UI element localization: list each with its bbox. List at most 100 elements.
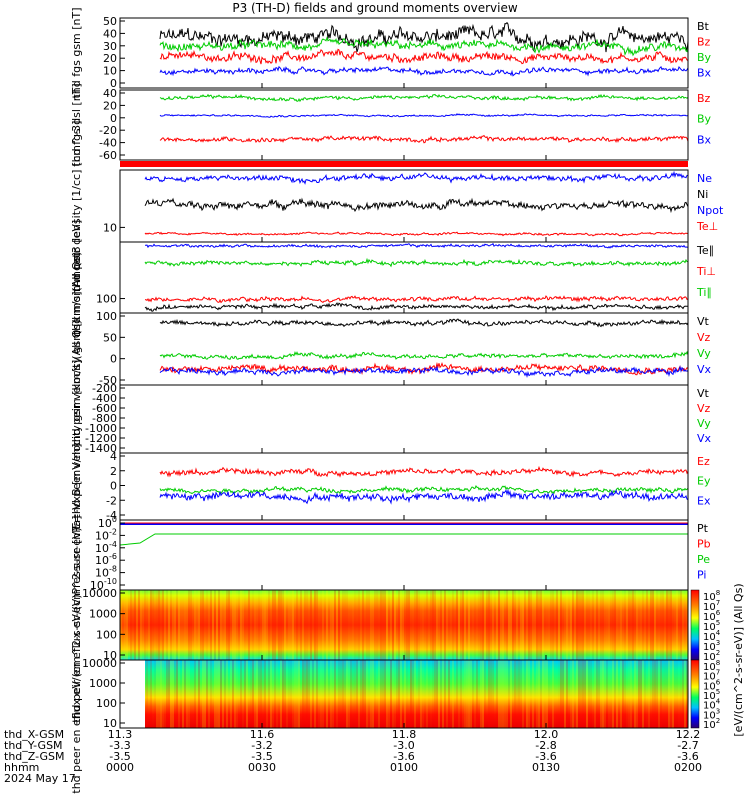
spectrogram-texture bbox=[260, 660, 262, 728]
spectrogram-texture bbox=[208, 590, 210, 660]
spectrogram-texture bbox=[424, 590, 426, 660]
spectrogram-texture bbox=[146, 660, 148, 728]
legend-label-Pb: Pb bbox=[697, 538, 711, 551]
spectrogram-texture bbox=[558, 590, 560, 660]
y-axis-label: thd peir density [1/cc] [cm^-3] bbox=[70, 121, 83, 292]
spectrogram-texture bbox=[570, 660, 572, 728]
spectrogram-texture bbox=[592, 590, 594, 660]
spectrogram-texture bbox=[498, 590, 500, 660]
spectrogram-texture bbox=[358, 660, 360, 728]
spectrogram-texture bbox=[618, 660, 620, 728]
spectrogram-texture bbox=[566, 590, 568, 660]
legend-label-By: By bbox=[697, 51, 712, 64]
panel-5: 100 50 0 -50 thd peir velocity gsm [km/s](Al… bbox=[70, 251, 712, 446]
colorbar-tick-label: 103 bbox=[703, 639, 720, 653]
spectrogram-texture bbox=[270, 590, 272, 660]
spectrogram-texture bbox=[626, 590, 628, 660]
spectrogram-texture bbox=[142, 590, 144, 660]
spectrogram-texture bbox=[666, 660, 668, 728]
spectrogram-texture bbox=[226, 660, 228, 728]
spectrogram bbox=[120, 590, 688, 660]
spectrogram-texture bbox=[358, 590, 360, 660]
spectrogram-texture bbox=[494, 590, 496, 660]
spectrogram-texture bbox=[458, 660, 460, 728]
spectrogram-texture bbox=[664, 660, 666, 728]
spectrogram-texture bbox=[160, 660, 162, 728]
spectrogram-texture bbox=[586, 660, 588, 728]
spectrogram-texture bbox=[126, 590, 128, 660]
legend-label-Pe: Pe bbox=[697, 553, 710, 566]
spectrogram-texture bbox=[552, 660, 554, 728]
spectrogram-texture bbox=[212, 590, 214, 660]
spectrogram-texture bbox=[348, 590, 350, 660]
spectrogram-texture bbox=[442, 660, 444, 728]
footer-tick-value: 12.2 bbox=[675, 728, 701, 741]
spectrogram-texture bbox=[370, 660, 372, 728]
legend-label-Vt: Vt bbox=[697, 387, 710, 400]
spectrogram-texture bbox=[224, 590, 226, 660]
colorbar-label: [eV/(cm^2-s-sr-eV)] (All Qs) bbox=[732, 583, 745, 736]
spectrogram-texture bbox=[370, 590, 372, 660]
spectrogram-texture bbox=[238, 590, 240, 660]
spectrogram-texture bbox=[594, 590, 596, 660]
temperature-trace bbox=[144, 295, 689, 304]
spectrogram-texture bbox=[264, 590, 266, 660]
spectrogram-texture bbox=[330, 590, 332, 660]
density-trace bbox=[144, 231, 689, 237]
spectrogram-texture bbox=[684, 590, 686, 660]
spectrogram-texture bbox=[616, 660, 618, 728]
spectrogram-texture bbox=[654, 590, 656, 660]
spectrogram-texture bbox=[138, 590, 140, 660]
spectrogram-texture bbox=[168, 590, 170, 660]
spectrogram-texture bbox=[486, 660, 488, 728]
spectrogram-texture bbox=[508, 660, 510, 728]
spectrogram-texture bbox=[134, 590, 136, 660]
spectrogram-texture bbox=[172, 590, 174, 660]
footer-row-label: thd_Y-GSM bbox=[4, 739, 63, 752]
spectrogram-texture bbox=[540, 660, 542, 728]
spectrogram-texture bbox=[426, 590, 428, 660]
spectrogram-texture bbox=[480, 660, 482, 728]
panel-9: 10000 1000 100 10 thd peir en eflux eV/(cm^2… bbox=[70, 527, 689, 723]
colorbar-tick-label: 102 bbox=[703, 649, 720, 663]
spectrogram-texture bbox=[244, 660, 246, 728]
spectrogram-texture bbox=[518, 590, 520, 660]
colorbar-tick-label: 103 bbox=[703, 707, 720, 721]
spectrogram-texture bbox=[648, 660, 650, 728]
footer-tick-value: 11.3 bbox=[107, 728, 133, 741]
spectrogram-texture bbox=[638, 590, 640, 660]
spectrogram-texture bbox=[606, 660, 608, 728]
spectrogram-texture bbox=[452, 590, 454, 660]
spectrogram-texture bbox=[496, 590, 498, 660]
spectrogram-texture bbox=[600, 660, 602, 728]
spectrogram-texture bbox=[540, 590, 542, 660]
spectrogram-texture bbox=[664, 590, 666, 660]
spectrogram-texture bbox=[608, 590, 610, 660]
colorbar-tick-label: 107 bbox=[703, 669, 720, 683]
panel-frame bbox=[119, 519, 689, 591]
spectrogram-texture bbox=[644, 660, 646, 728]
spectrogram-texture bbox=[164, 660, 166, 728]
spectrogram-texture bbox=[250, 660, 252, 728]
spectrogram-texture bbox=[182, 660, 184, 728]
spectrogram-texture bbox=[280, 660, 282, 728]
spectrogram-texture bbox=[310, 660, 312, 728]
spectrogram-texture bbox=[198, 660, 200, 728]
spectrogram-texture bbox=[162, 590, 164, 660]
spectrogram-texture bbox=[534, 590, 536, 660]
spectrogram-texture bbox=[500, 590, 502, 660]
spectrogram-texture bbox=[218, 590, 220, 660]
spectrogram-texture bbox=[644, 590, 646, 660]
spectrogram-texture bbox=[420, 660, 422, 728]
y-tick-label: 40 bbox=[103, 87, 117, 100]
spectrogram-texture bbox=[326, 660, 328, 728]
y-tick-label: 100 bbox=[98, 515, 117, 530]
spectrogram-texture bbox=[282, 590, 284, 660]
spectrogram-texture bbox=[288, 660, 290, 728]
spectrogram-texture bbox=[596, 590, 598, 660]
y-tick-label: -400 bbox=[92, 392, 117, 405]
spectrogram-texture bbox=[636, 660, 638, 728]
spectrogram-texture bbox=[642, 660, 644, 728]
colorbar-tick-label: 108 bbox=[703, 589, 720, 603]
spectrogram-texture bbox=[394, 660, 396, 728]
